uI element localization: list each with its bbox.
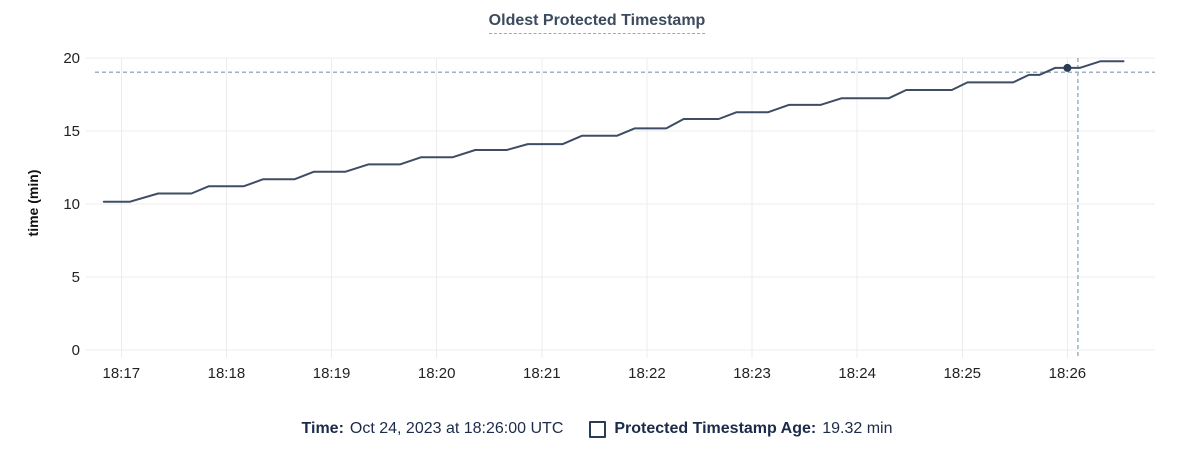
x-tick-label: 18:25 — [943, 365, 981, 382]
y-tick-label: 5 — [72, 269, 80, 286]
x-tick-label: 18:23 — [733, 365, 771, 382]
legend-series-label: Protected Timestamp Age: — [614, 420, 817, 437]
chart-title[interactable]: Oldest Protected Timestamp — [488, 12, 706, 34]
x-tick-label: 18:20 — [418, 365, 456, 382]
legend-series-toggle[interactable]: Protected Timestamp Age: 19.32 min — [589, 420, 892, 438]
legend-time-label: Time: — [301, 420, 344, 437]
y-tick-label: 20 — [63, 50, 80, 67]
x-tick-label: 18:24 — [838, 365, 876, 382]
x-tick-label: 18:22 — [628, 365, 666, 382]
series-line — [102, 60, 1125, 203]
x-tick-label: 18:17 — [103, 365, 141, 382]
legend-time-value: Oct 24, 2023 at 18:26:00 UTC — [349, 420, 564, 437]
x-tick-label: 18:21 — [523, 365, 561, 382]
legend-series-value: 19.32 min — [822, 420, 893, 437]
line-chart-plot-area[interactable]: 0 5 10 15 20 18:17 18:18 18:19 18:20 18:21 18:22 18… — [0, 0, 1194, 400]
series-checkbox[interactable] — [589, 420, 607, 438]
x-tick-label: 18:19 — [313, 365, 351, 382]
legend-time-item: Time: Oct 24, 2023 at 18:26:00 UTC — [302, 420, 564, 438]
x-tick-label: 18:18 — [208, 365, 246, 382]
hover-point-dot — [1063, 63, 1072, 72]
chart-legend: Time: Oct 24, 2023 at 18:26:00 UTC Prote… — [0, 420, 1194, 438]
y-tick-label: 15 — [63, 123, 80, 140]
y-tick-label: 0 — [72, 342, 80, 359]
chart-title-wrap: Oldest Protected Timestamp — [0, 12, 1194, 34]
x-tick-label: 18:26 — [1049, 365, 1087, 382]
y-tick-label: 10 — [63, 196, 80, 213]
